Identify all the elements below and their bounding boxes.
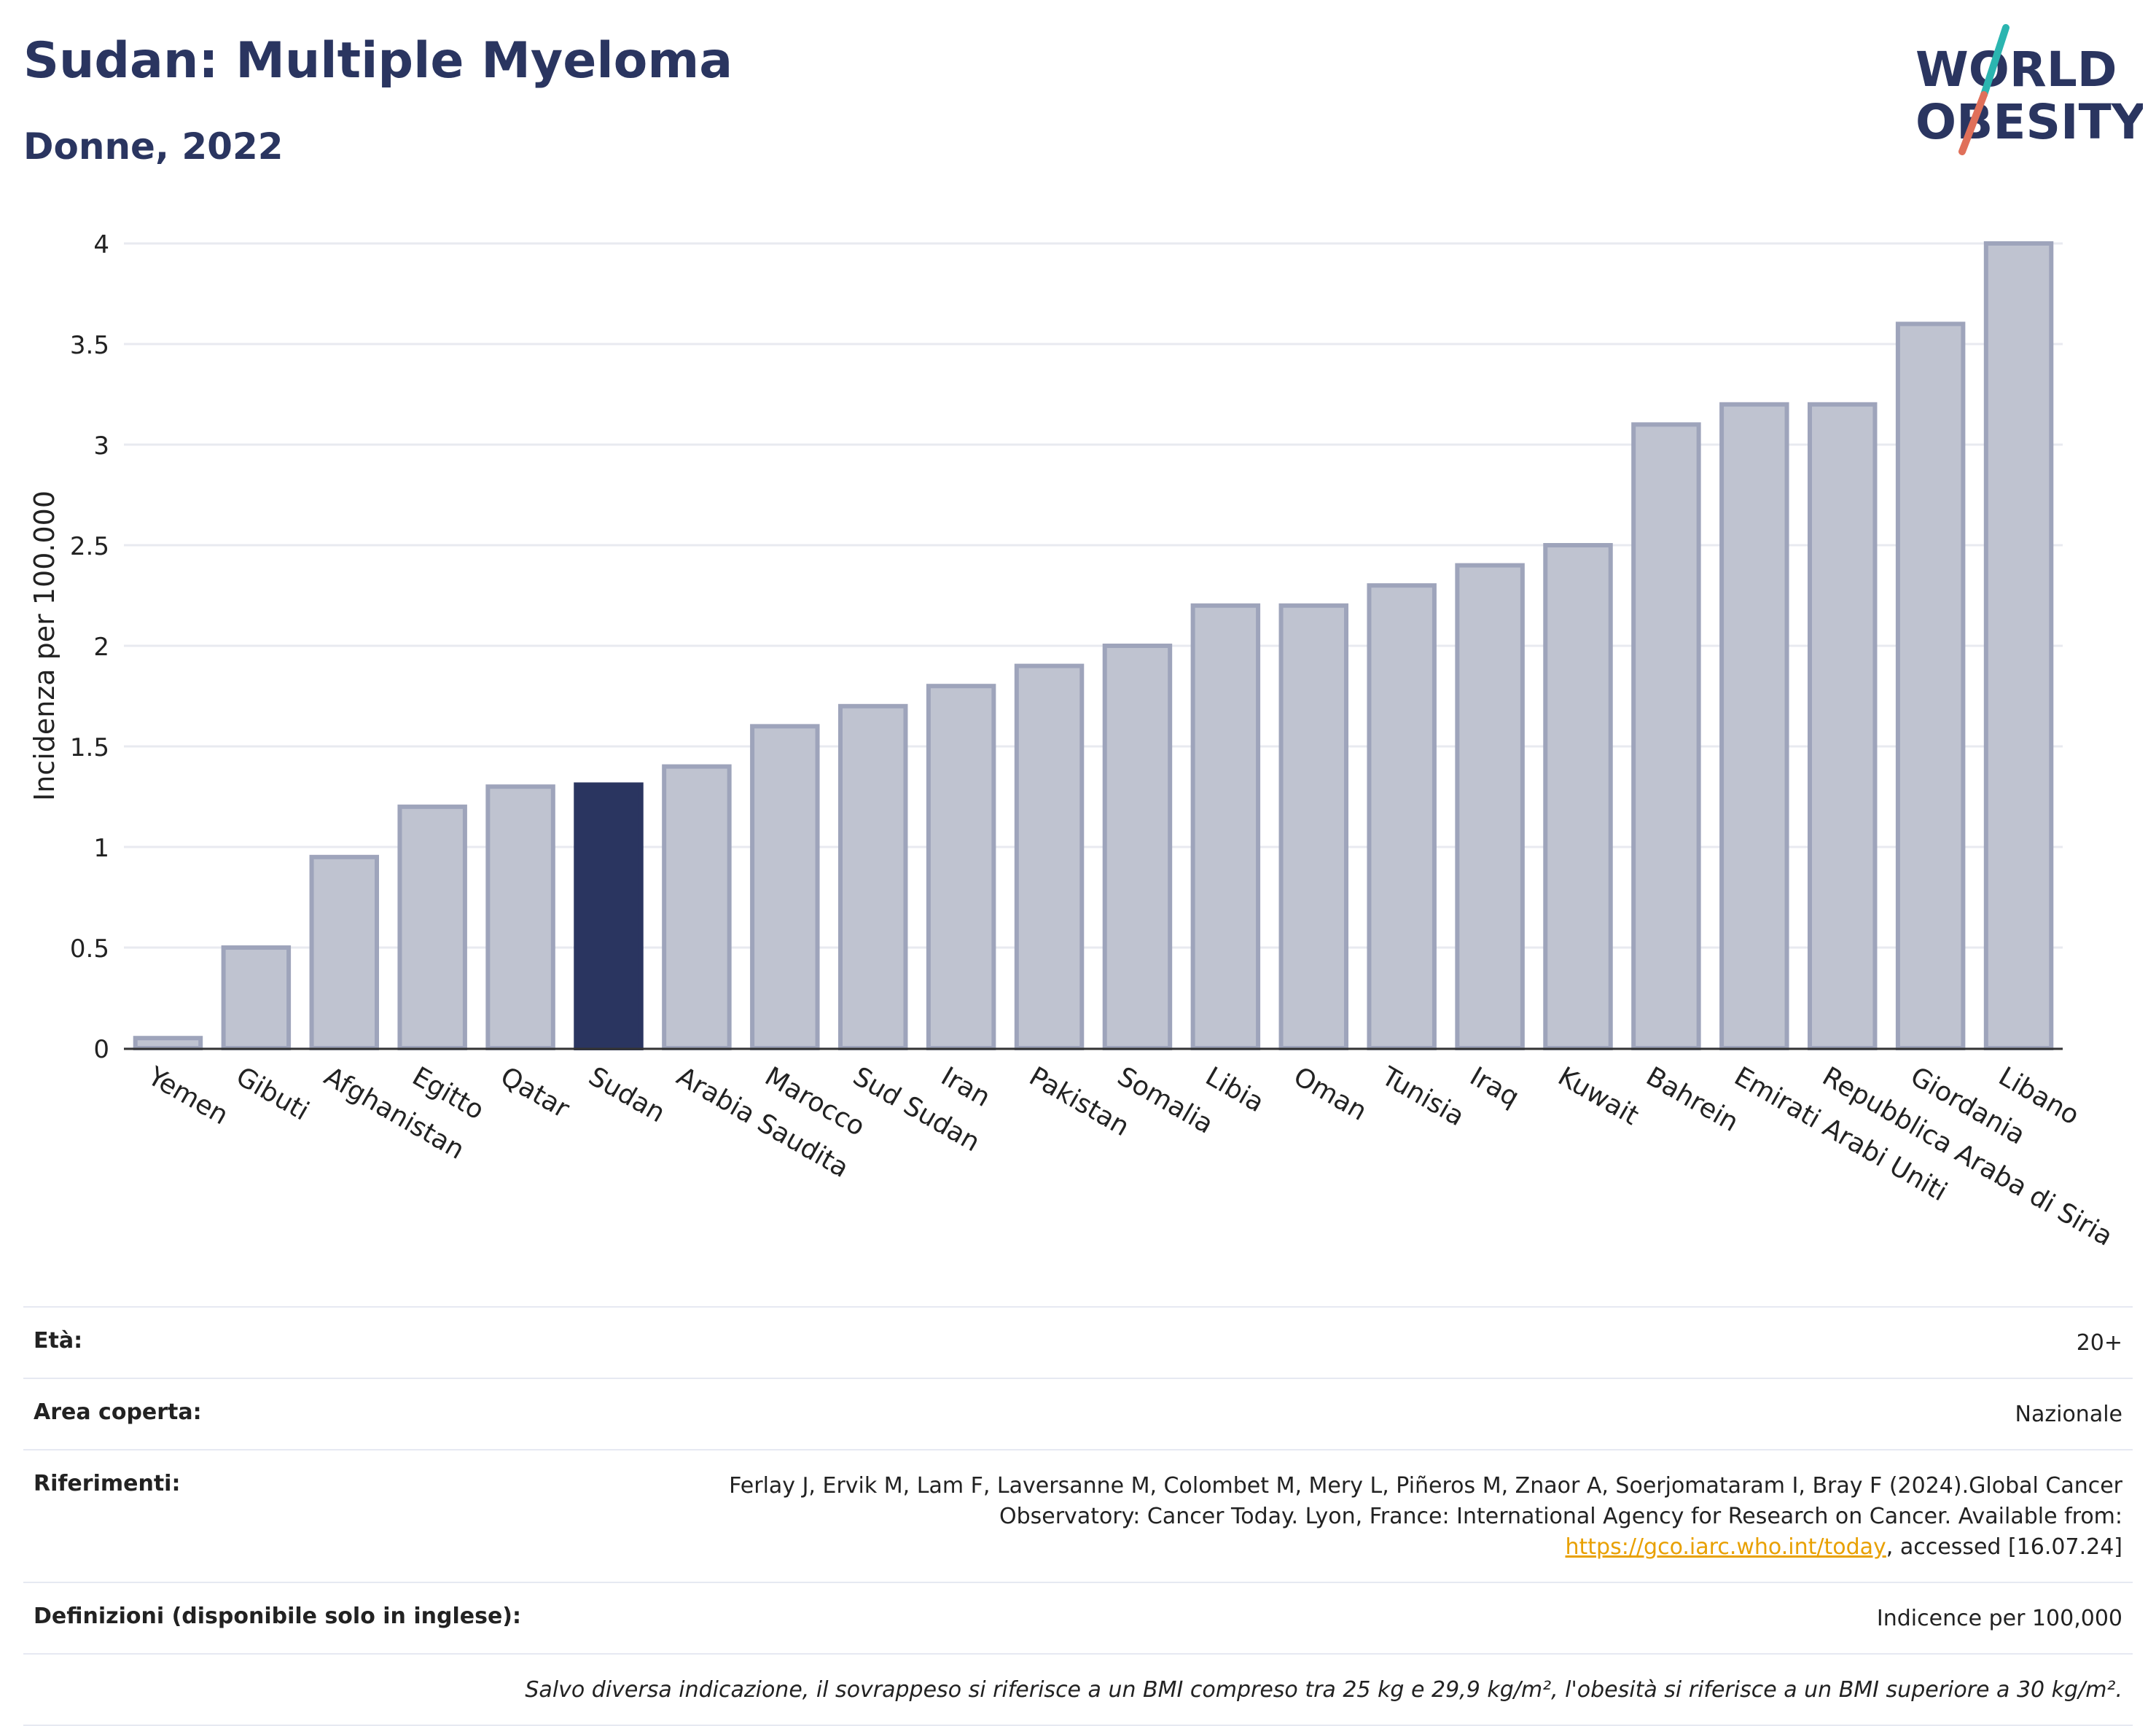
bar-repubblica-araba-di-siria: [1807, 402, 1878, 1050]
info-row-definitions: Definizioni (disponibile solo in inglese…: [23, 1582, 2133, 1653]
y-tick-label: 2.5: [70, 532, 109, 561]
area-label: Area coperta:: [34, 1399, 202, 1425]
age-value: 20+: [2076, 1330, 2122, 1356]
info-row-age: Età: 20+: [23, 1306, 2133, 1378]
bar-somalia: [1102, 644, 1173, 1050]
x-tick-label: Gibuti: [231, 1061, 314, 1126]
logo-text-world: WORLD: [1915, 42, 2117, 98]
x-tick-label: Sudan: [584, 1061, 671, 1128]
y-tick-label: 0: [93, 1035, 109, 1064]
bar-iraq: [1455, 563, 1525, 1050]
x-tick-label: Somalia: [1112, 1061, 1218, 1140]
x-tick-label: Kuwait: [1553, 1061, 1644, 1131]
bar-marocco: [750, 724, 820, 1051]
bar-qatar: [485, 784, 555, 1050]
logo-slash-red: [1958, 91, 1988, 155]
y-tick-label: 0.5: [70, 934, 109, 964]
x-tick-label: Tunisia: [1376, 1061, 1469, 1132]
info-table: Età: 20+ Area coperta: Nazionale Riferim…: [23, 1306, 2133, 1726]
info-row-references: Riferimenti: Ferlay J, Ervik M, Lam F, L…: [23, 1449, 2133, 1582]
bar-gibuti: [221, 945, 292, 1050]
bar-pakistan: [1014, 663, 1085, 1050]
bar-kuwait: [1543, 543, 1613, 1050]
x-tick-label: Bahrein: [1641, 1061, 1743, 1138]
bar-egitto: [397, 804, 467, 1050]
y-axis-ticks: 0 0.5 1 1.5 2 2.5 3 3.5 4: [70, 230, 109, 1064]
bar-tunisia: [1367, 583, 1437, 1050]
x-tick-label: Yemen: [142, 1061, 233, 1131]
bar-arabia-saudita: [662, 764, 732, 1050]
bar-oman: [1278, 603, 1349, 1050]
x-tick-label: Oman: [1289, 1061, 1372, 1127]
x-tick-label: Qatar: [496, 1061, 574, 1124]
definitions-label: Definizioni (disponibile solo in inglese…: [34, 1604, 521, 1629]
chart-subtitle: Donne, 2022: [23, 125, 284, 168]
y-axis-label: Incidenza per 100.000: [28, 491, 60, 801]
chart-title: Sudan: Multiple Myeloma: [23, 32, 733, 90]
world-obesity-logo: WORLD OBESITY: [1915, 24, 2143, 155]
x-tick-label: Iraq: [1465, 1061, 1524, 1113]
y-tick-label: 3: [93, 432, 109, 461]
bar-sud-sudan: [837, 703, 908, 1050]
definitions-value: Indicence per 100,000: [1876, 1606, 2122, 1631]
references-accessed: , accessed [16.07.24]: [1886, 1534, 2122, 1560]
bar-iran: [926, 684, 996, 1050]
x-tick-label: Iran: [936, 1061, 995, 1113]
y-tick-label: 3.5: [70, 331, 109, 360]
info-row-note: Salvo diversa indicazione, il sovrappeso…: [23, 1653, 2133, 1726]
references-text: Ferlay J, Ervik M, Lam F, Laversanne M, …: [729, 1473, 2122, 1529]
bar-libano: [1983, 241, 2054, 1050]
bar-afghanistan: [309, 854, 380, 1050]
bar-sudan: [574, 782, 644, 1050]
y-tick-label: 4: [93, 230, 109, 259]
info-row-area: Area coperta: Nazionale: [23, 1378, 2133, 1449]
logo-text-obesity: OBESITY: [1915, 94, 2143, 150]
bar-bahrein: [1631, 422, 1701, 1050]
references-label: Riferimenti:: [34, 1471, 181, 1496]
area-value: Nazionale: [2015, 1402, 2122, 1427]
bar-giordania: [1895, 321, 1966, 1050]
references-link[interactable]: https://gco.iarc.who.int/today: [1565, 1534, 1886, 1560]
bmi-note: Salvo diversa indicazione, il sovrappeso…: [525, 1677, 2122, 1703]
y-tick-label: 2: [93, 633, 109, 662]
y-tick-label: 1: [93, 834, 109, 863]
bar-libia: [1190, 603, 1261, 1050]
bar-emirati-arabi-uniti: [1719, 402, 1789, 1050]
x-tick-label: Pakistan: [1024, 1061, 1134, 1142]
age-label: Età:: [34, 1328, 83, 1354]
bar-yemen: [133, 1036, 203, 1050]
logo-slash-teal: [1980, 24, 2009, 98]
y-tick-label: 1.5: [70, 733, 109, 762]
references-value: Ferlay J, Ervik M, Lam F, Laversanne M, …: [665, 1471, 2122, 1563]
